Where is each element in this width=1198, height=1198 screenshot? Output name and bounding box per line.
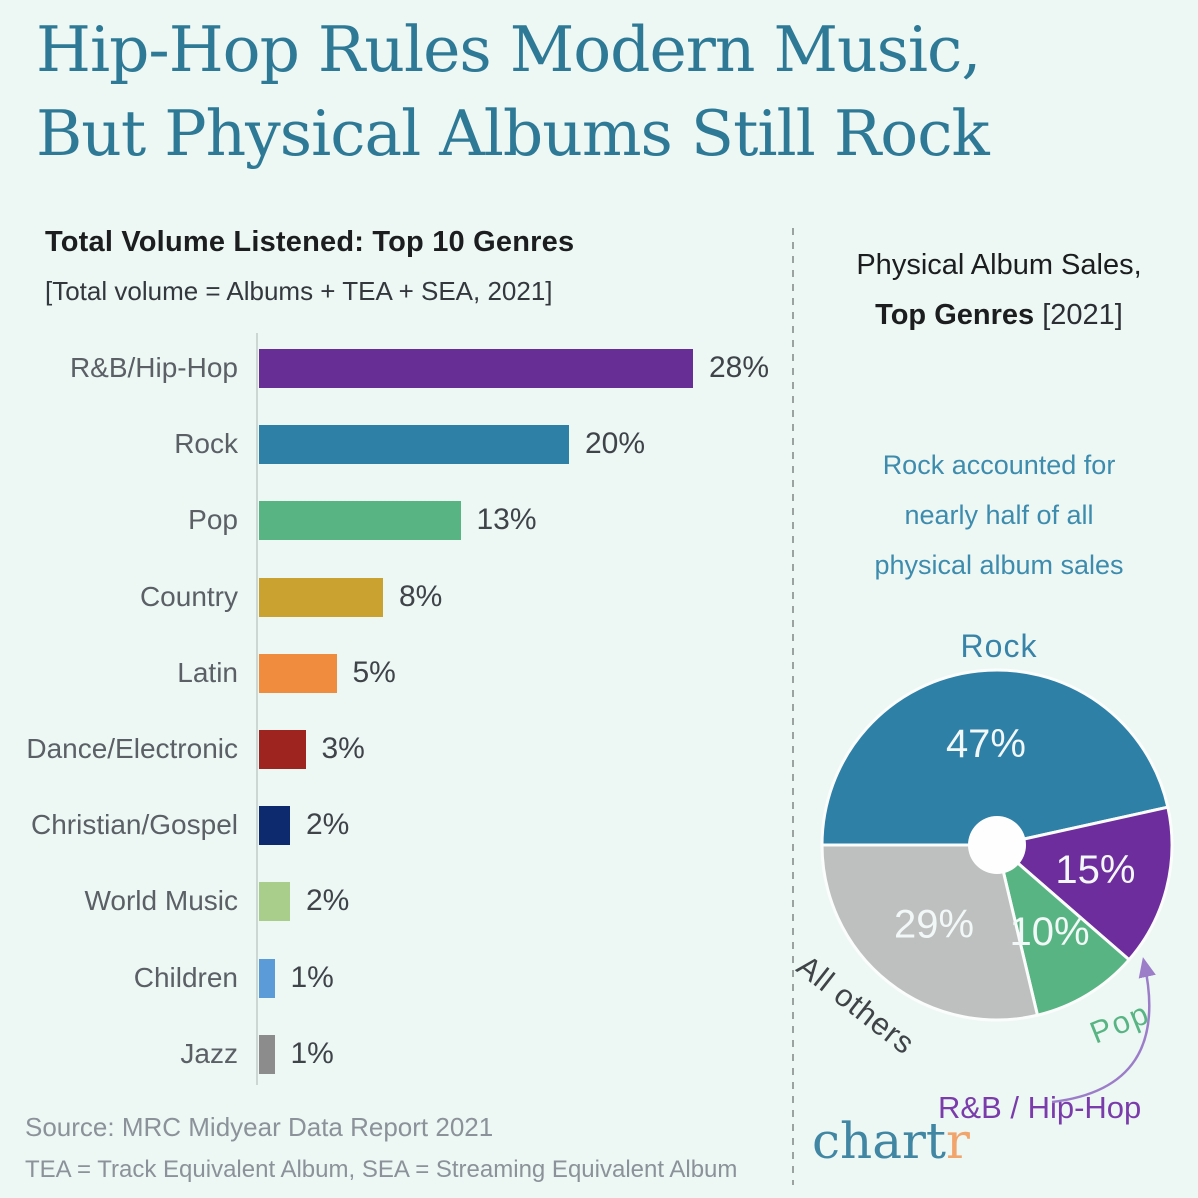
bar: [259, 577, 383, 617]
bar-row: Children 1%: [0, 940, 790, 1016]
pie-slice-value: 15%: [1055, 848, 1135, 892]
bar-value: 2%: [306, 808, 350, 842]
bar-chart-axis: [256, 333, 258, 1085]
bar-value: 1%: [290, 1036, 334, 1070]
bar-label: Jazz: [180, 1037, 238, 1069]
bar-label: Country: [139, 580, 238, 612]
bar-label: Dance/Electronic: [26, 733, 238, 764]
bar: [259, 501, 461, 541]
pie-chart: 47% 15% 10% 29%: [820, 668, 1174, 1022]
pie-label-rock: Rock: [960, 628, 1038, 664]
bar-row: Country 8%: [0, 559, 790, 635]
pie-slice-value: 47%: [946, 722, 1026, 766]
pie-label-rnb-hip-hop: R&B / Hip-Hop: [938, 1090, 1142, 1125]
bar-chart-subheading: [Total volume = Albums + TEA + SEA, 2021…: [45, 276, 553, 306]
bar: [259, 882, 290, 922]
pie-heading-line2: Top Genres [2021]: [875, 299, 1123, 331]
pie-annotation: Rock accounted for nearly half of all ph…: [806, 440, 1192, 590]
bar-row: Rock 20%: [0, 406, 790, 482]
bar-label: Latin: [177, 656, 238, 688]
bar-value: 13%: [476, 503, 537, 537]
bar-row: Christian/Gospel 2%: [0, 787, 790, 863]
dashed-divider: [792, 228, 794, 1185]
pie-chart-heading: Physical Album Sales, Top Genres [2021]: [806, 240, 1192, 340]
bar: [259, 1034, 275, 1074]
bar-row: Jazz 1%: [0, 1016, 790, 1092]
bar-chart: R&B/Hip-Hop 28% Rock 20% Pop 13% Country 8% Lati…: [0, 330, 790, 1092]
bar-label: Rock: [174, 428, 238, 460]
page-title: Hip-Hop Rules Modern Music, But Physical…: [36, 8, 1176, 176]
abbreviation-note: TEA = Track Equivalent Album, SEA = Stre…: [25, 1156, 738, 1183]
bar-label: R&B/Hip-Hop: [69, 352, 238, 383]
chartr-logo: chartr: [812, 1112, 970, 1170]
bar: [259, 425, 569, 465]
bar-row: World Music 2%: [0, 863, 790, 939]
bar-value: 1%: [290, 960, 334, 994]
donut-hole: [968, 816, 1026, 874]
bar-row: Pop 13%: [0, 482, 790, 558]
bar: [259, 349, 693, 388]
bar: [259, 958, 275, 998]
bar-row: R&B/Hip-Hop 28%: [0, 330, 790, 406]
pie-heading-line1: Physical Album Sales,: [856, 249, 1142, 281]
pie-slice: [995, 805, 1174, 962]
bar: [259, 730, 306, 769]
bar-value: 8%: [399, 579, 443, 613]
bar: [259, 653, 337, 693]
bar-value: 3%: [321, 732, 365, 765]
bar-chart-heading: Total Volume Listened: Top 10 Genres: [45, 226, 575, 258]
bar-label: World Music: [84, 885, 238, 917]
annotation-line3: physical album sales: [874, 550, 1124, 580]
pie-slice: [820, 668, 1170, 847]
pie-slice: [820, 843, 1039, 1022]
page-title-line1: Hip-Hop Rules Modern Music,: [36, 13, 981, 86]
annotation-line2: nearly half of all: [904, 500, 1094, 530]
bar-value: 20%: [585, 427, 646, 461]
bar-value: 5%: [352, 655, 396, 689]
bar-label: Children: [133, 961, 238, 993]
bar-row: Latin 5%: [0, 635, 790, 711]
pie-slice-value: 29%: [894, 903, 974, 947]
bar-row: Dance/Electronic 3%: [0, 711, 790, 787]
annotation-line1: Rock accounted for: [882, 450, 1116, 480]
source-note: Source: MRC Midyear Data Report 2021: [25, 1112, 494, 1142]
pie-slice-value: 10%: [1010, 910, 1090, 954]
bar-value: 28%: [709, 351, 770, 384]
page-title-line2: But Physical Albums Still Rock: [36, 97, 990, 170]
bar-label: Pop: [188, 504, 238, 536]
bar-label: Christian/Gospel: [31, 809, 238, 841]
bar: [259, 806, 290, 846]
bar-value: 2%: [306, 884, 350, 918]
